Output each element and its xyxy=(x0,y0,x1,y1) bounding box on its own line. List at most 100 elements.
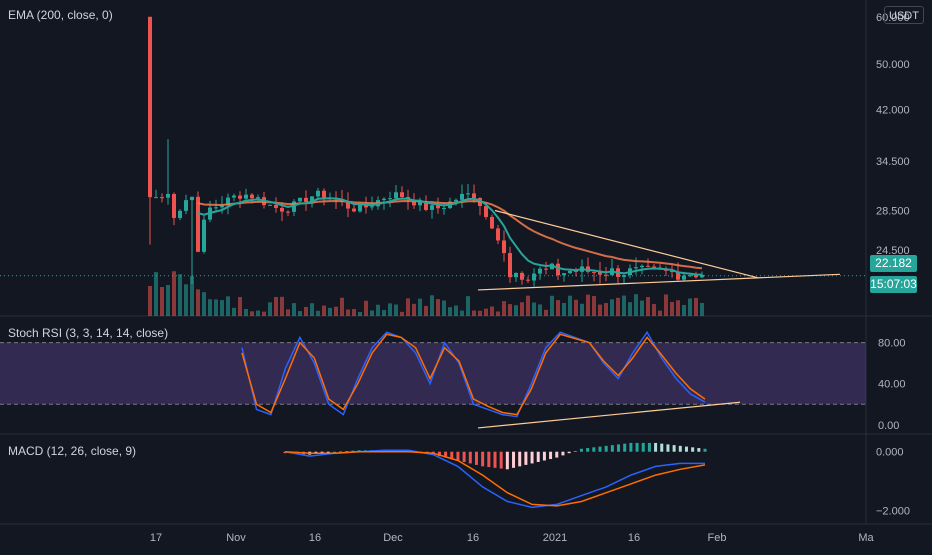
ema-indicator-label[interactable]: EMA (200, close, 0) xyxy=(8,8,113,22)
volume-bar xyxy=(184,284,188,316)
candle-body xyxy=(184,200,188,211)
macd-histogram-bar xyxy=(610,445,614,452)
macd-histogram-bar xyxy=(629,442,633,452)
candle-body xyxy=(652,266,656,268)
candle-body xyxy=(166,194,170,198)
macd-histogram-bar xyxy=(604,445,608,452)
volume-bar xyxy=(334,306,338,316)
macd-histogram-bar xyxy=(481,451,485,467)
candle-body xyxy=(196,196,200,252)
candle-body xyxy=(502,240,506,254)
candle-body xyxy=(154,197,158,199)
candle-body xyxy=(598,272,602,275)
candle-body xyxy=(232,195,236,198)
volume-bar xyxy=(652,304,656,316)
volume-bar xyxy=(574,299,578,316)
stoch-rsi-label[interactable]: Stoch RSI (3, 3, 14, 14, close) xyxy=(8,326,169,340)
volume-bar xyxy=(496,311,500,316)
volume-bar xyxy=(400,311,404,316)
macd-histogram-bar xyxy=(320,451,324,454)
candle-body xyxy=(574,270,578,272)
volume-bar xyxy=(550,295,554,316)
macd-histogram-bar xyxy=(536,451,540,462)
candle-body xyxy=(436,205,440,209)
candle-body xyxy=(490,216,494,229)
volume-bar xyxy=(376,304,380,316)
volume-bar xyxy=(472,310,476,316)
candle-body xyxy=(454,199,458,202)
candle-body xyxy=(304,197,308,202)
candle-body xyxy=(316,190,320,197)
candle-body xyxy=(370,206,374,208)
volume-bar xyxy=(370,310,374,316)
volume-bar xyxy=(688,298,692,316)
volume-bar xyxy=(250,311,254,316)
candle-body xyxy=(268,204,272,206)
candle-body xyxy=(202,219,206,252)
volume-bar xyxy=(310,303,314,316)
macd-histogram-bar xyxy=(666,444,670,452)
time-axis-label: 16 xyxy=(309,532,321,544)
candle-body xyxy=(358,204,362,212)
macd-histogram-bar xyxy=(530,451,534,464)
candle-body xyxy=(592,271,596,273)
volume-bar xyxy=(346,309,350,316)
volume-bar xyxy=(448,307,452,316)
volume-bar xyxy=(508,304,512,316)
currency-selector[interactable]: USDT xyxy=(884,6,924,24)
volume-bar xyxy=(682,304,686,316)
volume-bar xyxy=(586,294,590,316)
volume-bar xyxy=(286,309,290,316)
macd-histogram-bar xyxy=(654,442,658,452)
time-axis-label: Nov xyxy=(226,532,246,544)
volume-bar xyxy=(490,306,494,316)
macd-histogram-bar xyxy=(617,444,621,452)
macd-histogram-bar xyxy=(703,448,707,452)
macd-histogram-bar xyxy=(444,451,448,458)
volume-bar xyxy=(202,292,206,316)
candle-body xyxy=(214,207,218,209)
macd-histogram-bar xyxy=(555,451,559,458)
candle-body xyxy=(394,192,398,199)
volume-bar xyxy=(412,303,416,316)
candle-body xyxy=(682,275,686,280)
volume-bar xyxy=(178,274,182,316)
candle-body xyxy=(472,193,476,199)
candle-body xyxy=(382,198,386,201)
candle-body xyxy=(544,268,548,270)
volume-bar xyxy=(478,310,482,316)
macd-histogram-bar xyxy=(542,451,546,461)
volume-bar xyxy=(214,299,218,316)
triangle-lower-trendline xyxy=(477,273,841,291)
ema-slow-line xyxy=(197,199,703,270)
candle-body xyxy=(640,265,644,268)
candle-body xyxy=(292,201,296,212)
price-scale-label: 42.000 xyxy=(876,105,910,117)
volume-bar xyxy=(232,307,236,316)
time-axis-label: 17 xyxy=(150,532,162,544)
volume-bar xyxy=(628,302,632,316)
volume-bar xyxy=(316,310,320,316)
macd-histogram-bar xyxy=(345,450,349,452)
macd-histogram-bar xyxy=(635,442,639,452)
candle-body xyxy=(562,273,566,276)
candle-body xyxy=(244,194,248,199)
time-axis-label: Dec xyxy=(383,532,403,544)
macd-histogram-bar xyxy=(672,445,676,452)
macd-histogram-bar xyxy=(437,451,441,457)
macd-label[interactable]: MACD (12, 26, close, 9) xyxy=(8,444,137,458)
volume-bar xyxy=(442,300,446,316)
macd-histogram-bar xyxy=(549,451,553,460)
volume-bar xyxy=(226,296,230,316)
macd-signal-line xyxy=(284,450,706,507)
volume-bar xyxy=(592,296,596,316)
volume-bar xyxy=(580,303,584,316)
stoch-d-line xyxy=(241,333,706,416)
macd-histogram-bar xyxy=(505,451,509,470)
macd-histogram-bar xyxy=(561,451,565,456)
candle-body xyxy=(346,202,350,209)
volume-bar xyxy=(676,300,680,316)
volume-bar xyxy=(220,300,224,316)
